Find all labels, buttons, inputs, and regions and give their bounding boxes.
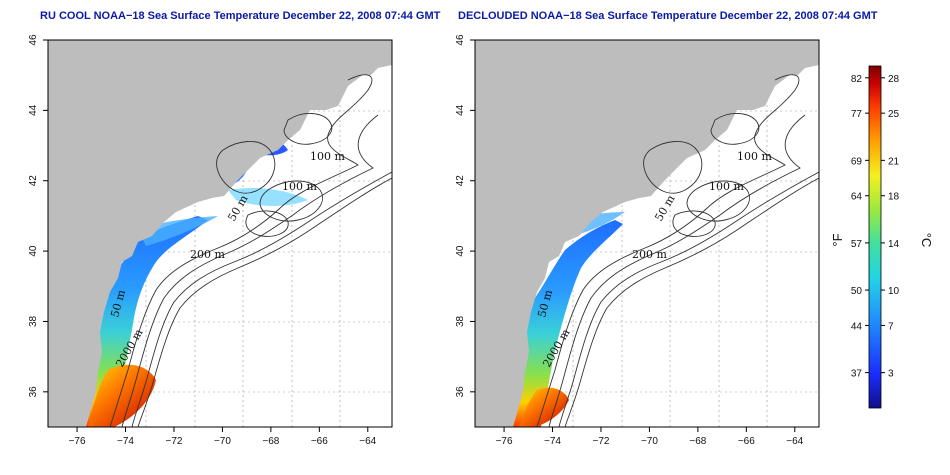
- colorbar-label-c: 28: [888, 74, 900, 85]
- x-tick-label-left: −68: [262, 436, 279, 447]
- title-right: DECLOUDED NOAA−18 Sea Surface Temperatur…: [458, 10, 878, 22]
- colorbar-label-f: 77: [851, 109, 863, 120]
- colorbar-label-c: 18: [888, 192, 900, 203]
- y-tick-label-right: 38: [455, 315, 466, 327]
- y-tick-label-right: 36: [455, 386, 466, 398]
- colorbar-label-f: 50: [851, 286, 863, 297]
- contour-label-left-2: 100 m: [282, 180, 317, 193]
- x-tick-label-right: −76: [496, 436, 513, 447]
- x-tick-label-right: −68: [689, 436, 706, 447]
- y-tick-label-left: 40: [28, 245, 39, 257]
- contour-label-right-2: 100 m: [709, 180, 744, 193]
- map-frame-left: [47, 39, 393, 428]
- y-tick-label-right: 40: [455, 245, 466, 257]
- contour-label-left-4: 200 m: [190, 248, 225, 261]
- contour-label-right-4: 200 m: [632, 248, 667, 261]
- map-frame-right: [474, 39, 820, 428]
- title-left: RU COOL NOAA−18 Sea Surface Temperature …: [40, 10, 441, 22]
- colorbar-label-c: 7: [888, 321, 894, 332]
- contour-label-right-1: 100 m: [737, 150, 772, 163]
- x-tick-label-left: −64: [359, 436, 376, 447]
- x-tick-label-right: −72: [592, 436, 609, 447]
- x-tick-label-left: −70: [214, 436, 231, 447]
- colorbar-label-c: 25: [888, 109, 900, 120]
- y-tick-label-right: 42: [455, 175, 466, 187]
- colorbar-label-f: 82: [851, 74, 863, 85]
- colorbar: 82 28 77 25 69 21 64 18 57 14 50 10 44 7 37 3 °F °C: [830, 65, 934, 409]
- x-tick-label-right: −70: [641, 436, 658, 447]
- colorbar-label-f: 44: [851, 321, 863, 332]
- x-tick-label-left: −74: [117, 436, 134, 447]
- x-tick-label-right: −64: [786, 436, 803, 447]
- x-tick-label-left: −76: [69, 436, 86, 447]
- colorbar-label-f: 57: [851, 239, 863, 250]
- colorbar-label-c: 10: [888, 286, 900, 297]
- y-tick-label-left: 42: [28, 175, 39, 187]
- colorbar-ticks: 82 28 77 25 69 21 64 18 57 14 50 10 44 7 37 3: [851, 74, 900, 380]
- colorbar-label-f: 64: [851, 192, 863, 203]
- y-tick-label-right: 46: [455, 34, 466, 46]
- colorbar-label-f: 69: [851, 156, 863, 167]
- y-tick-label-left: 36: [28, 386, 39, 398]
- colorbar-label-c: 3: [888, 369, 894, 380]
- unit-label-c: °C: [919, 233, 934, 248]
- colorbar-label-f: 37: [851, 369, 863, 380]
- y-tick-label-right: 44: [455, 104, 466, 116]
- x-tick-label-right: −66: [738, 436, 755, 447]
- x-tick-label-left: −66: [311, 436, 328, 447]
- map-panel-right: 100 m 100 m 50 m 200 m 50 m 2000 m: [474, 39, 820, 428]
- colorbar-gradient: [868, 65, 882, 409]
- map-panel-left: 100 m 100 m 50 m 200 m 50 m 2000 m: [47, 39, 393, 428]
- colorbar-label-c: 21: [888, 156, 900, 167]
- axes-layer: −76 −74 −72 −70 −68 −66 −64 36 38 40 42 44 46 −76 −74 −…: [28, 34, 804, 447]
- colorbar-label-c: 14: [888, 239, 900, 250]
- y-tick-label-left: 38: [28, 315, 39, 327]
- x-tick-label-left: −72: [165, 436, 182, 447]
- y-tick-label-left: 44: [28, 104, 39, 116]
- contour-label-left-1: 100 m: [310, 150, 345, 163]
- y-tick-label-left: 46: [28, 34, 39, 46]
- unit-label-f: °F: [830, 233, 845, 246]
- x-tick-label-right: −74: [544, 436, 561, 447]
